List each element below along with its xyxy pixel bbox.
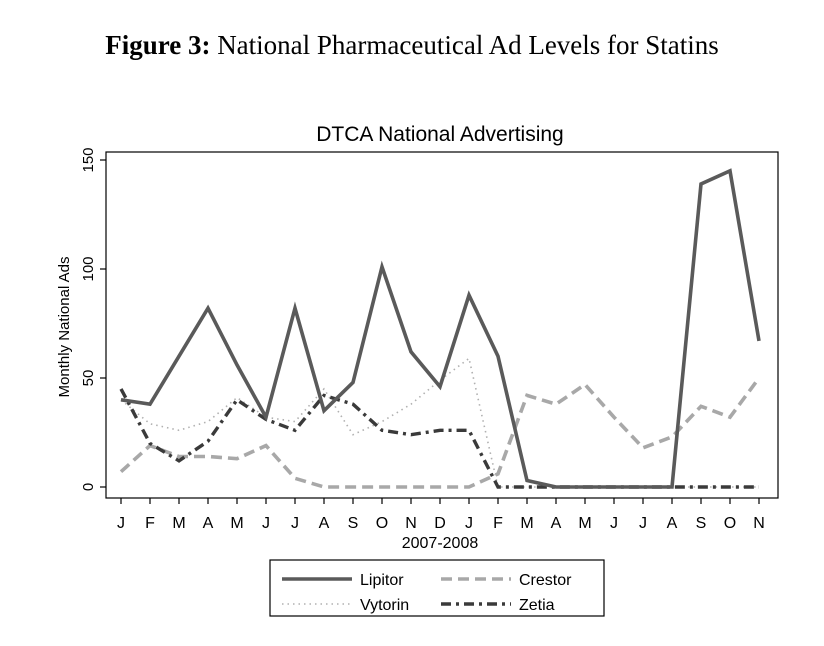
y-axis: 0 50 100 150 [80,147,106,491]
x-tick-label: O [376,515,388,532]
x-tick-label: D [434,515,446,532]
legend-label-crestor: Crestor [519,572,572,589]
x-tick-label: O [724,515,736,532]
x-tick-label: F [145,515,155,532]
x-tick-label: M [230,515,243,532]
x-tick-label: J [117,515,125,532]
plot-frame [105,151,779,499]
x-tick-label: M [578,515,591,532]
figure-label: Figure 3: [105,30,211,60]
legend-label-lipitor: Lipitor [360,572,404,589]
series-line-crestor [119,376,761,489]
x-tick-label: J [291,515,299,532]
figure-caption-text: National Pharmaceutical Ad Levels for St… [217,30,719,60]
series-line-zetia [119,388,759,489]
plot-area [105,151,779,499]
x-tick-label: J [639,515,647,532]
legend: Lipitor Crestor Vytorin Zetia [269,559,605,617]
x-tick-label: S [696,515,707,532]
x-tick-label: S [348,515,359,532]
x-tick-label: A [203,515,214,532]
x-tick-label: A [319,515,330,532]
x-tick-label: J [262,515,270,532]
x-tick-label: N [405,515,417,532]
series-line-vytorin [120,357,759,488]
chart-title: DTCA National Advertising [316,123,563,146]
series-layer [119,168,761,489]
figure-caption: Figure 3: National Pharmaceutical Ad Lev… [0,30,824,61]
x-tick-label: F [493,515,503,532]
x-tick-label: J [465,515,473,532]
x-tick-label: A [667,515,678,532]
legend-label-vytorin: Vytorin [360,597,409,614]
x-tick-label: J [610,515,618,532]
x-tick-label: M [520,515,533,532]
y-tick-label: 0 [80,483,97,491]
x-axis-label: 2007-2008 [402,535,479,552]
y-axis-label: Monthly National Ads [56,257,73,398]
x-tick-label: M [172,515,185,532]
legend-label-zetia: Zetia [519,597,555,614]
series-line-lipitor [120,168,761,489]
x-tick-label: N [753,515,765,532]
x-tick-label: A [551,515,562,532]
y-tick-label: 100 [80,256,97,281]
y-tick-label: 150 [80,147,97,172]
y-tick-label: 50 [80,370,97,387]
legend-box [269,559,605,617]
